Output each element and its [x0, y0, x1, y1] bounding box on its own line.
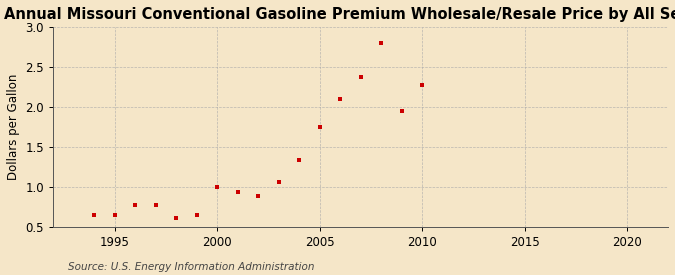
Point	[191, 213, 202, 217]
Point	[335, 97, 346, 101]
Point	[376, 41, 387, 45]
Text: Source: U.S. Energy Information Administration: Source: U.S. Energy Information Administ…	[68, 262, 314, 272]
Title: Annual Missouri Conventional Gasoline Premium Wholesale/Resale Price by All Sell: Annual Missouri Conventional Gasoline Pr…	[5, 7, 675, 22]
Point	[109, 213, 120, 217]
Point	[232, 190, 243, 195]
Point	[314, 125, 325, 129]
Point	[252, 193, 263, 198]
Y-axis label: Dollars per Gallon: Dollars per Gallon	[7, 74, 20, 180]
Point	[88, 213, 99, 217]
Point	[151, 203, 161, 207]
Point	[396, 109, 407, 113]
Point	[416, 82, 427, 87]
Point	[294, 158, 304, 162]
Point	[355, 75, 366, 79]
Point	[171, 216, 182, 220]
Point	[130, 203, 140, 207]
Point	[273, 180, 284, 184]
Point	[212, 185, 223, 189]
